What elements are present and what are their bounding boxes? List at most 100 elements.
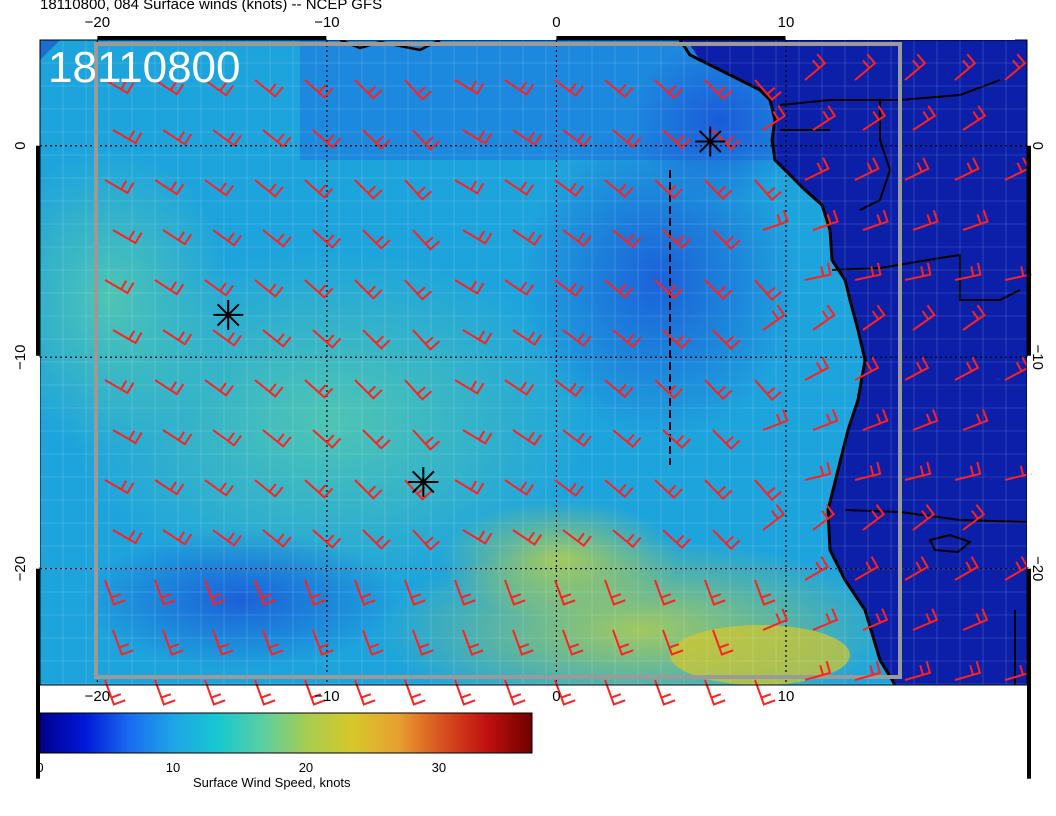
- wind-barb: [962, 209, 989, 231]
- wind-barb: [612, 129, 642, 149]
- wind-barb: [162, 329, 193, 346]
- wind-barb: [112, 129, 143, 145]
- wind-barb: [204, 279, 234, 297]
- location-markers: [213, 126, 726, 497]
- wind-barb: [362, 629, 384, 656]
- wind-barb: [762, 608, 789, 631]
- wind-barb: [404, 79, 432, 101]
- colorbar-tick: 0: [36, 760, 44, 775]
- wind-barb: [312, 629, 334, 656]
- wind-barb: [112, 629, 134, 656]
- wind-barb: [804, 461, 832, 481]
- wind-barb: [404, 279, 432, 301]
- asterisk-marker: [408, 466, 439, 497]
- wind-barb: [604, 379, 634, 399]
- wind-barb: [512, 129, 543, 146]
- page-title: 18110800, 084 Surface winds (knots) -- N…: [40, 0, 383, 13]
- wind-barb: [162, 429, 193, 446]
- wind-barb: [412, 129, 440, 151]
- axis-ticks: −20 −20 −10 −10 0 0 10 10 0 0 −10 −10 −20 −20: [12, 14, 1046, 779]
- asterisk-marker: [213, 299, 244, 330]
- brazil-land: [40, 40, 60, 60]
- wind-barb: [812, 105, 837, 131]
- wind-barb: [154, 379, 185, 396]
- wind-barb: [154, 679, 176, 706]
- wind-barb: [654, 79, 683, 100]
- axis-bar: [36, 568, 40, 779]
- wind-barb: [354, 379, 383, 400]
- wind-barb: [554, 679, 576, 706]
- wind-barb: [104, 179, 135, 195]
- colorbar-label: Surface Wind Speed, knots: [193, 775, 351, 790]
- lon-tick-label: −20: [85, 688, 110, 705]
- africa-land: [680, 40, 1027, 685]
- wind-barb: [962, 504, 986, 531]
- lat-tick-label: −20: [12, 556, 29, 581]
- wind-barb: [304, 579, 326, 606]
- wind-barb: [454, 279, 485, 295]
- wind-barb: [454, 379, 485, 395]
- wind-barb: [754, 579, 776, 606]
- wind-barb: [854, 661, 882, 681]
- wind-barb: [662, 629, 684, 656]
- wind-barb: [904, 556, 929, 581]
- wind-barb: [362, 229, 391, 250]
- wind-barb: [354, 479, 383, 500]
- wind-barb: [154, 179, 185, 196]
- wind-barb: [954, 53, 977, 81]
- date-stamp: 18110800: [48, 43, 241, 92]
- wind-barb: [254, 279, 284, 298]
- wind-barb: [354, 179, 383, 200]
- wind-barb: [804, 556, 829, 581]
- wind-barb: [512, 429, 543, 446]
- wind-barb: [554, 579, 576, 606]
- wind-barb: [812, 608, 839, 631]
- wind-barb: [504, 679, 526, 706]
- wind-barb: [612, 329, 642, 349]
- wind-barb: [954, 556, 979, 581]
- wind-barb: [204, 379, 234, 397]
- wind-barb: [412, 429, 440, 451]
- wind-barb: [504, 379, 535, 396]
- wind-barb: [412, 629, 434, 656]
- wind-barb: [554, 279, 584, 298]
- wind-barb: [712, 329, 741, 351]
- wind-barb: [712, 529, 741, 551]
- wind-barb: [654, 379, 683, 400]
- wind-barb: [504, 279, 535, 296]
- wind-barb: [662, 229, 691, 250]
- wind-barb: [262, 429, 292, 448]
- wind-barb: [954, 661, 982, 681]
- wind-barb: [704, 279, 733, 301]
- wind-barb: [954, 461, 982, 481]
- wind-barb: [304, 179, 334, 199]
- wind-barb: [512, 329, 543, 346]
- wind-barb: [162, 129, 193, 146]
- wind-barb: [854, 356, 880, 381]
- wind-barb: [312, 129, 342, 149]
- wind-barb: [312, 529, 342, 549]
- axis-bar: [97, 36, 327, 40]
- wind-barb: [912, 409, 939, 431]
- wind-barb: [754, 279, 782, 302]
- wind-barb: [612, 629, 634, 656]
- wind-barb: [404, 579, 426, 606]
- wind-barb: [1004, 53, 1027, 81]
- wind-barb: [762, 409, 789, 431]
- wind-barb: [604, 179, 634, 199]
- wind-barb: [812, 504, 836, 531]
- wind-barb: [804, 262, 832, 281]
- wind-barb: [654, 579, 676, 606]
- map-field: [40, 40, 1027, 685]
- axis-bar: [36, 357, 40, 568]
- wind-barb: [204, 479, 234, 497]
- wind-barb: [312, 229, 342, 249]
- wind-barb: [104, 379, 135, 395]
- wind-barb: [904, 157, 930, 181]
- wind-barb: [712, 629, 734, 656]
- wind-barb: [212, 629, 234, 656]
- wind-barb: [554, 79, 584, 98]
- wind-barb: [704, 579, 726, 606]
- wind-barb: [604, 679, 626, 706]
- wind-barb: [462, 329, 493, 345]
